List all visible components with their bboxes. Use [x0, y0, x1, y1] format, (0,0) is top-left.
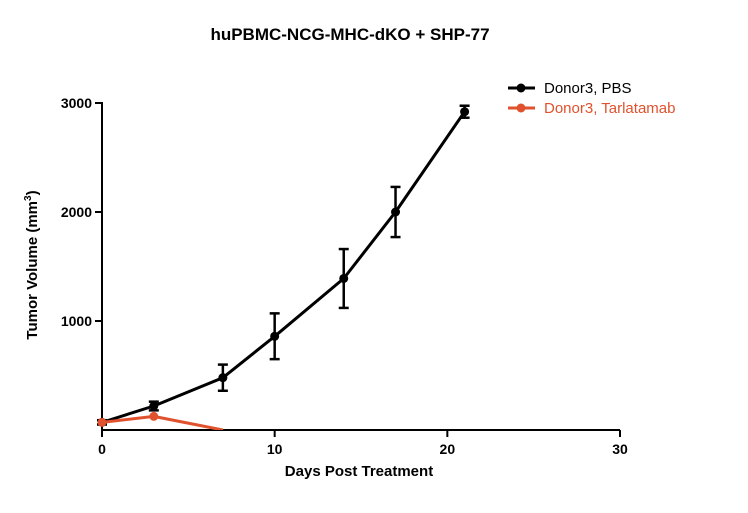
x-tick-label: 10 [267, 441, 283, 457]
y-tick-label: 3000 [61, 95, 92, 111]
series-2 [97, 411, 224, 430]
x-tick-label: 0 [98, 441, 106, 457]
series-1 [97, 104, 470, 427]
legend: Donor3, PBS Donor3, Tarlatamab [508, 80, 675, 117]
data-point [339, 273, 349, 283]
x-tick-label: 20 [440, 441, 456, 457]
chart-title: huPBMC-NCG-MHC-dKO + SHP-77 [210, 25, 489, 44]
legend-swatch-marker [516, 83, 526, 93]
data-point [270, 331, 280, 341]
data-point [97, 417, 107, 427]
series-layer [97, 104, 470, 430]
y-tick-label: 1000 [61, 313, 92, 329]
legend-item-2: Donor3, Tarlatamab [508, 100, 675, 117]
x-axis-label: Days Post Treatment [285, 463, 433, 480]
legend-label: Donor3, Tarlatamab [544, 100, 675, 117]
x-tick-label: 30 [612, 441, 628, 457]
data-point [460, 107, 470, 117]
data-point [149, 401, 159, 411]
legend-item-1: Donor3, PBS [508, 80, 632, 97]
y-axis-label-suffix: ) [24, 190, 41, 195]
y-axis-label-superscript: 3 [23, 195, 34, 201]
data-point [149, 411, 159, 421]
y-axis-label-main: Tumor Volume (mm [24, 201, 41, 340]
series-line [101, 110, 466, 424]
data-point [218, 373, 228, 383]
y-axis-label: Tumor Volume (mm3) [23, 190, 41, 339]
legend-label: Donor3, PBS [544, 80, 632, 97]
data-point [391, 207, 401, 217]
axes: 0 10 20 30 1000 2000 3000 [61, 95, 628, 457]
legend-swatch-marker [516, 103, 526, 113]
y-tick-label: 2000 [61, 204, 92, 220]
series-line [101, 414, 224, 430]
